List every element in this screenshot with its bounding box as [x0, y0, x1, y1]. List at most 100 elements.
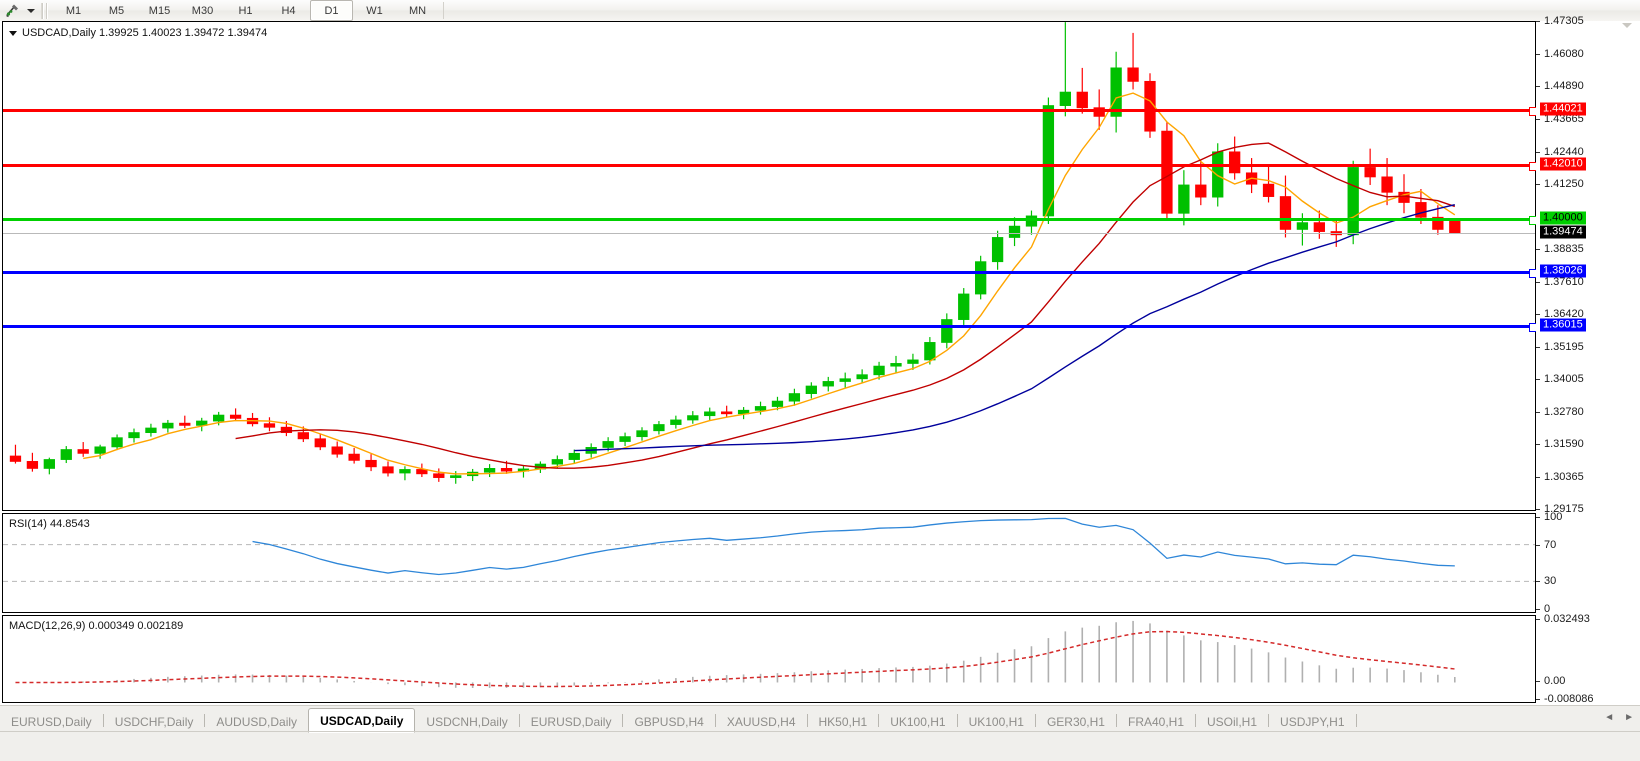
price-tickmark — [1536, 21, 1540, 22]
tab-divider — [622, 713, 624, 727]
timeframe-button-w1[interactable]: W1 — [366, 4, 383, 17]
candle-body — [721, 411, 733, 415]
toolbar-drag-grip[interactable] — [41, 2, 49, 19]
macd-tick-label: -0.008086 — [1544, 693, 1594, 705]
rsi-pane[interactable]: RSI(14) 44.8543 — [2, 513, 1536, 613]
candle-body — [1229, 151, 1241, 174]
price-pane[interactable]: USDCAD,Daily 1.39925 1.40023 1.39472 1.3… — [2, 21, 1538, 511]
chart-tab-hk50-h1[interactable]: HK50,H1 — [818, 714, 868, 729]
chart-tab-usdjpy-h1[interactable]: USDJPY,H1 — [1280, 714, 1345, 729]
macd-indicator-label: MACD(12,26,9) 0.000349 0.002189 — [9, 620, 184, 632]
chart-tab-ger30-h1[interactable]: GER30,H1 — [1046, 714, 1105, 729]
rsi-tickmark — [1536, 581, 1540, 583]
price-tick-label: 1.42440 — [1544, 145, 1584, 158]
candle-body — [94, 446, 106, 454]
toolbar-dropdown-caret[interactable] — [24, 1, 37, 20]
price-tick-label: 1.35195 — [1544, 340, 1584, 353]
symbol-collapse-caret[interactable] — [9, 30, 17, 36]
macd-signal-line — [15, 630, 1455, 688]
horizontal-level-line-resistance[interactable] — [3, 107, 1538, 117]
candle-body — [450, 475, 462, 478]
candle-body — [26, 461, 39, 469]
chart-tab-uk100-h1[interactable]: UK100,H1 — [890, 714, 946, 729]
timeframe-button-d1[interactable]: D1 — [310, 0, 353, 21]
rsi-tickmark — [1536, 517, 1540, 518]
chart-tab-usoil-h1[interactable]: USOil,H1 — [1207, 714, 1258, 729]
tab-divider — [714, 713, 716, 727]
timeframe-button-h1[interactable]: H1 — [238, 4, 253, 17]
chart-tab-uk100-h1[interactable]: UK100,H1 — [968, 714, 1024, 729]
chart-tab-usdchf-daily[interactable]: USDCHF,Daily — [114, 714, 194, 729]
chart-tab-eurusd-daily[interactable]: EURUSD,Daily — [11, 714, 92, 729]
price-tick-label: 1.47305 — [1544, 15, 1584, 27]
candle-body — [636, 430, 648, 438]
price-tickmark — [1536, 509, 1540, 510]
tab-divider — [1195, 713, 1197, 727]
candle-body — [1364, 167, 1376, 178]
price-level-tag-current-price[interactable]: 1.39474 — [1540, 225, 1586, 239]
candle-body — [907, 359, 919, 364]
candle-body — [856, 374, 868, 380]
chart-tab-usdcnh-daily[interactable]: USDCNH,Daily — [426, 714, 508, 729]
candle-body — [263, 423, 276, 428]
price-level-tag-round-level[interactable]: 1.40000 — [1540, 211, 1586, 225]
chart-scroll-caret[interactable] — [1622, 23, 1632, 28]
candle-body — [483, 468, 496, 473]
crosshair-indicator-icon[interactable] — [2, 1, 24, 20]
candle-body — [975, 261, 987, 295]
candle-body — [788, 393, 801, 402]
price-tick-label: 1.31590 — [1544, 437, 1584, 450]
timeframe-button-m5[interactable]: M5 — [108, 4, 125, 17]
price-level-tag-support[interactable]: 1.38026 — [1540, 264, 1586, 278]
tab-scroll-right-arrow[interactable]: ► — [1624, 712, 1634, 723]
toolbar-end-separator — [443, 2, 444, 19]
price-axis[interactable]: 1.47305 1.46080 1.44890 1.43665 1.42440 1.412… — [1536, 15, 1640, 515]
price-level-tag-resistance[interactable]: 1.44021 — [1540, 102, 1586, 116]
candle-body — [128, 432, 140, 439]
candle-body — [822, 381, 834, 387]
chart-tab-xauusd-h4[interactable]: XAUUSD,H4 — [726, 714, 796, 729]
candle-body — [839, 378, 851, 382]
candle-body — [1042, 105, 1055, 217]
price-level-tag-support[interactable]: 1.36015 — [1540, 318, 1586, 332]
candle-body — [771, 400, 784, 407]
tab-scroll-left-arrow[interactable]: ◄ — [1604, 712, 1615, 723]
price-tick-label: 1.37610 — [1544, 275, 1584, 288]
macd-tick-label: 0.00 — [1544, 675, 1566, 688]
chart-tab-usdcad-daily[interactable]: USDCAD,Daily — [308, 708, 416, 733]
chart-tab-eurusd-daily[interactable]: EURUSD,Daily — [530, 714, 612, 729]
macd-tickmark — [1536, 681, 1540, 683]
candle-body — [111, 437, 123, 448]
price-tick-label: 1.30365 — [1544, 470, 1584, 483]
macd-pane[interactable]: MACD(12,26,9) 0.000349 0.002189 — [2, 615, 1536, 703]
candle-body — [348, 453, 360, 461]
timeframe-button-mn[interactable]: MN — [408, 4, 427, 17]
rsi-tickmark — [1536, 544, 1540, 546]
tab-divider — [956, 713, 958, 727]
chart-tab-fra40-h1[interactable]: FRA40,H1 — [1127, 714, 1185, 729]
candle-body — [280, 426, 293, 434]
price-plot — [9, 22, 1461, 484]
price-tick-label: 1.36420 — [1544, 307, 1584, 320]
chart-tab-gbpusd-h4[interactable]: GBPUSD,H4 — [634, 714, 704, 729]
timeframe-button-m30[interactable]: M30 — [191, 4, 214, 17]
rsi-line — [252, 517, 1455, 576]
chart-tab-audusd-daily[interactable]: AUDUSD,Daily — [216, 714, 298, 729]
horizontal-level-line-support[interactable] — [3, 322, 1538, 332]
timeframe-button-h4[interactable]: H4 — [281, 4, 296, 17]
candle-body — [399, 469, 411, 474]
horizontal-level-line-resistance[interactable] — [3, 161, 1538, 171]
macd-axis[interactable]: 0.032493 0.00 -0.008086 — [1536, 613, 1640, 705]
timeframe-button-m1[interactable]: M1 — [65, 4, 82, 17]
horizontal-level-line-support[interactable] — [3, 268, 1538, 278]
horizontal-level-line-round-level[interactable] — [3, 215, 1538, 225]
rsi-axis[interactable]: 100 70 30 0 — [1536, 511, 1640, 615]
candle-body — [1127, 67, 1139, 82]
rsi-indicator-label: RSI(14) 44.8543 — [9, 518, 90, 530]
price-level-tag-resistance[interactable]: 1.42010 — [1540, 157, 1586, 171]
price-tick-label: 1.34005 — [1544, 372, 1584, 385]
timeframe-button-m15[interactable]: M15 — [148, 4, 171, 17]
macd-tickmark — [1536, 619, 1540, 620]
candle-body — [1008, 225, 1021, 238]
current-price-line — [3, 232, 1535, 234]
